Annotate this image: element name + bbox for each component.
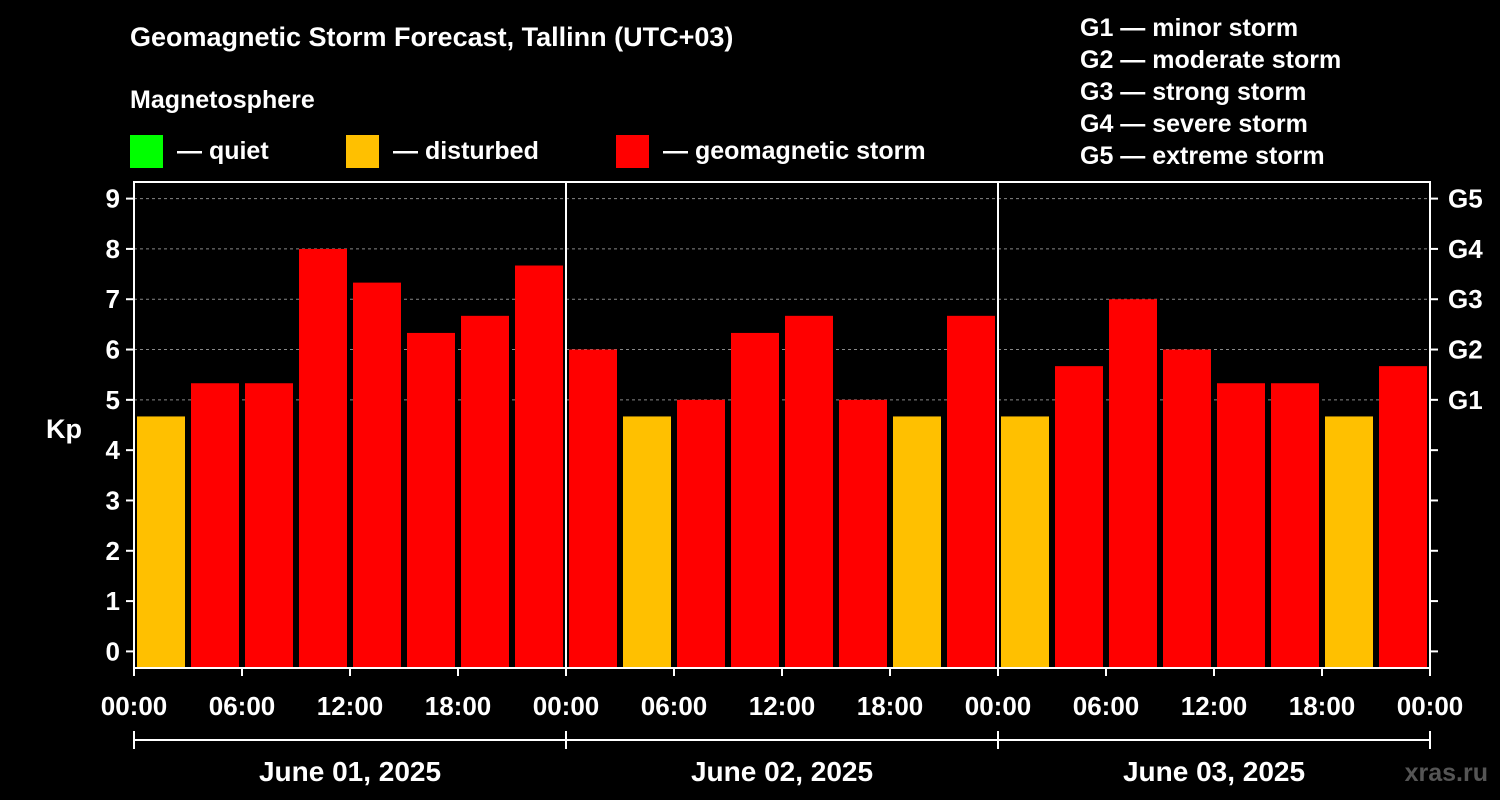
y-tick-label: 9 (106, 184, 120, 214)
g-level-label: G5 (1448, 184, 1483, 214)
y-tick-label: 7 (106, 284, 120, 314)
x-tick-label: 06:00 (1073, 691, 1140, 721)
x-tick-label: 18:00 (425, 691, 492, 721)
kp-bar (1109, 299, 1157, 668)
kp-bar (569, 349, 617, 668)
kp-bar (461, 315, 509, 668)
y-axis-label: Kp (46, 414, 82, 444)
day-label: June 01, 2025 (259, 756, 441, 787)
kp-bar (245, 383, 293, 668)
x-tick-label: 00:00 (965, 691, 1032, 721)
kp-bar (1217, 383, 1265, 668)
x-tick-label: 00:00 (533, 691, 600, 721)
legend-heading: Magnetosphere (130, 86, 315, 114)
storm-level-legend: G1 — minor storm G2 — moderate storm G3 … (1080, 12, 1341, 172)
kp-bar (1325, 416, 1373, 668)
kp-bar (299, 248, 347, 669)
legend-swatch-quiet (130, 134, 163, 168)
kp-bar (839, 399, 887, 668)
y-tick-label: 6 (106, 335, 120, 365)
x-tick-label: 12:00 (1181, 691, 1248, 721)
storm-level-g1: G1 — minor storm (1080, 14, 1299, 42)
kp-bar (1001, 416, 1049, 668)
kp-bar (785, 315, 833, 668)
g-level-label: G1 (1448, 385, 1483, 415)
kp-bar (893, 416, 941, 668)
legend-item-disturbed: — disturbed (346, 134, 539, 168)
x-tick-label: 18:00 (1289, 691, 1356, 721)
storm-level-g3: G3 — strong storm (1080, 78, 1307, 106)
g-level-label: G3 (1448, 284, 1483, 314)
kp-bar (731, 332, 779, 668)
kp-bar (515, 265, 563, 668)
y-tick-label: 5 (106, 385, 120, 415)
g-level-label: G4 (1448, 234, 1483, 264)
kp-bar (407, 332, 455, 668)
legend-label-disturbed: — disturbed (393, 136, 539, 165)
storm-level-g5: G5 — extreme storm (1080, 142, 1325, 170)
legend-label-storm: — geomagnetic storm (663, 136, 926, 165)
legend-item-quiet: — quiet (130, 134, 269, 168)
day-label: June 03, 2025 (1123, 756, 1305, 787)
x-tick-label: 06:00 (209, 691, 276, 721)
watermark: xras.ru (1404, 759, 1488, 787)
x-tick-label: 12:00 (317, 691, 384, 721)
x-tick-label: 00:00 (101, 691, 168, 721)
legend-swatch-disturbed (346, 134, 379, 168)
kp-bar (137, 416, 185, 668)
x-tick-label: 12:00 (749, 691, 816, 721)
storm-level-g4: G4 — severe storm (1080, 110, 1308, 138)
kp-bar (947, 315, 995, 668)
kp-bar (623, 416, 671, 668)
y-tick-label: 2 (106, 536, 120, 566)
storm-level-g2: G2 — moderate storm (1080, 46, 1342, 74)
y-tick-label: 4 (106, 435, 121, 465)
legend-item-storm: — geomagnetic storm (616, 134, 926, 168)
kp-bar (191, 383, 239, 668)
y-tick-label: 8 (106, 234, 120, 264)
chart-title: Geomagnetic Storm Forecast, Tallinn (UTC… (130, 22, 734, 52)
kp-bar (1379, 366, 1427, 668)
kp-bar (353, 282, 401, 668)
kp-bar (677, 399, 725, 668)
kp-bar (1163, 349, 1211, 668)
day-label: June 02, 2025 (691, 756, 873, 787)
x-tick-label: 18:00 (857, 691, 924, 721)
y-tick-label: 3 (106, 485, 120, 515)
y-tick-label: 0 (106, 636, 120, 666)
g-level-label: G2 (1448, 335, 1483, 365)
y-tick-label: 1 (106, 586, 120, 616)
kp-bar (1055, 366, 1103, 668)
kp-bar (1271, 383, 1319, 668)
x-tick-label: 00:00 (1397, 691, 1464, 721)
legend-label-quiet: — quiet (177, 136, 269, 165)
x-tick-label: 06:00 (641, 691, 708, 721)
legend-swatch-storm (616, 134, 649, 168)
